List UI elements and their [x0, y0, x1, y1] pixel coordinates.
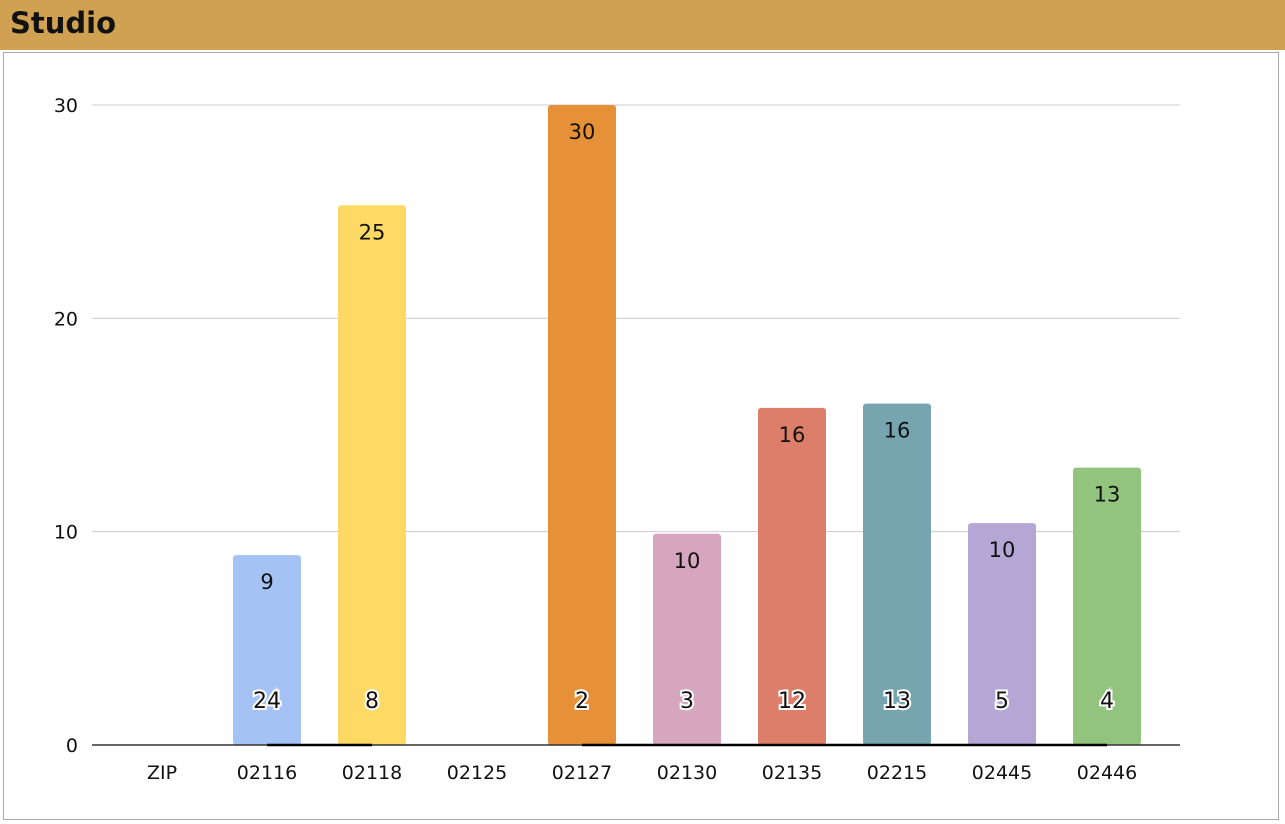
bar-data-label: 25	[359, 220, 386, 244]
line-data-label: 13	[883, 689, 911, 714]
line-data-label: 12	[778, 689, 806, 714]
x-tick-label: 02130	[657, 762, 717, 784]
x-tick-label: 02446	[1077, 762, 1137, 784]
x-tick-label: 02118	[342, 762, 402, 784]
y-tick-label: 20	[54, 308, 78, 330]
x-tick-label: ZIP	[147, 762, 177, 784]
y-tick-label: 10	[54, 522, 78, 544]
bar	[863, 403, 931, 745]
bar	[968, 523, 1036, 745]
bar-data-label: 10	[989, 538, 1016, 562]
header-bar: Studio	[0, 0, 1285, 50]
y-tick-label: 0	[66, 735, 78, 757]
line-data-label: 3	[680, 689, 694, 714]
x-tick-label: 02127	[552, 762, 612, 784]
bar-data-label: 9	[260, 570, 273, 594]
line-data-label: 5	[995, 689, 1009, 714]
bar-data-label: 16	[884, 419, 911, 443]
x-tick-label: 02215	[867, 762, 927, 784]
bar	[338, 205, 406, 745]
line-data-label: 4	[1100, 689, 1114, 714]
chart-frame	[3, 52, 1279, 820]
bar	[548, 105, 616, 745]
x-tick-label: 02125	[447, 762, 507, 784]
x-tick-label: 02445	[972, 762, 1032, 784]
line-data-label: 24	[253, 689, 281, 714]
bar-data-label: 10	[674, 549, 701, 573]
bar	[758, 407, 826, 745]
bar	[233, 555, 301, 745]
bar-data-label: 13	[1094, 483, 1121, 507]
line-data-label: 2	[575, 689, 589, 714]
bar-data-label: 30	[569, 120, 596, 144]
bar-data-label: 16	[779, 423, 806, 447]
bar	[1073, 467, 1141, 745]
line-data-label: 8	[365, 689, 379, 714]
y-tick-label: 30	[54, 95, 78, 117]
chart-title: Studio	[10, 6, 117, 40]
x-tick-label: 02116	[237, 762, 297, 784]
bar	[653, 533, 721, 745]
x-tick-label: 02135	[762, 762, 822, 784]
